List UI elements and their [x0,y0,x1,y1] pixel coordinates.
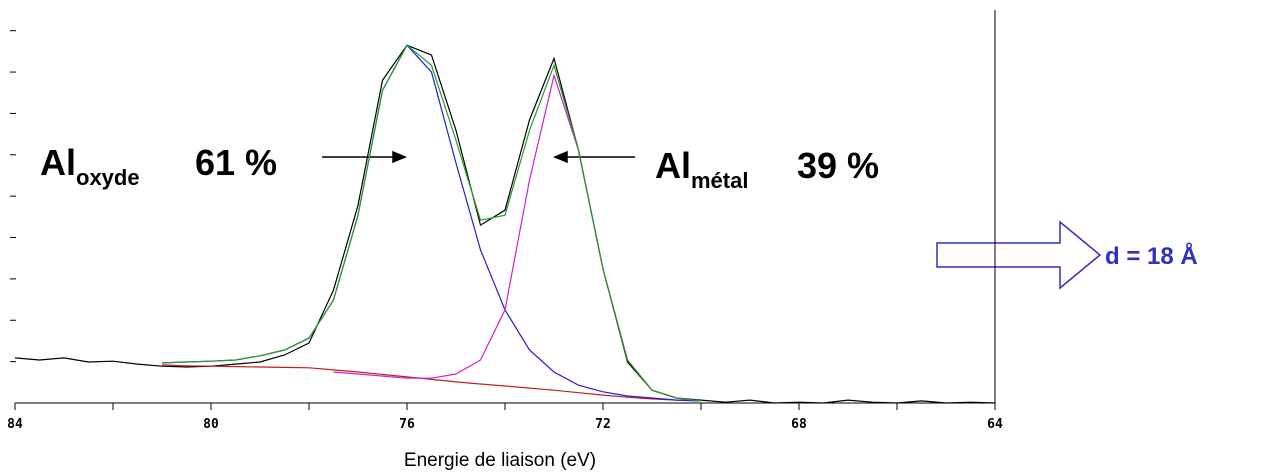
x-tick-label: 72 [595,417,611,432]
curve [161,44,702,402]
arrow-head [392,150,407,164]
metal-subscript: métal [691,168,748,193]
curve [333,73,702,402]
curve [14,44,996,404]
curve [161,364,702,402]
x-tick-label: 80 [203,417,219,432]
x-tick-label: 84 [7,417,23,432]
x-tick-label: 76 [399,417,415,432]
x-axis-label: Energie de liaison (eV) [404,450,596,471]
metal-percent: 39 % [797,145,879,186]
arrows [322,150,635,164]
oxide-subscript: oxyde [76,165,140,190]
x-tick-label: 64 [987,417,1003,432]
oxide-symbol: Al [40,142,76,183]
hollow-arrow [936,220,1102,290]
oxide-label: Aloxyde [40,142,140,190]
curve [161,44,702,402]
metal-symbol: Al [655,145,691,186]
arrow-head [553,150,568,164]
oxide-percent: 61 % [195,142,277,183]
thickness-label: d = 18 Å [1105,242,1198,270]
x-tick-label: 68 [791,417,807,432]
metal-label: Almétal [655,145,748,193]
